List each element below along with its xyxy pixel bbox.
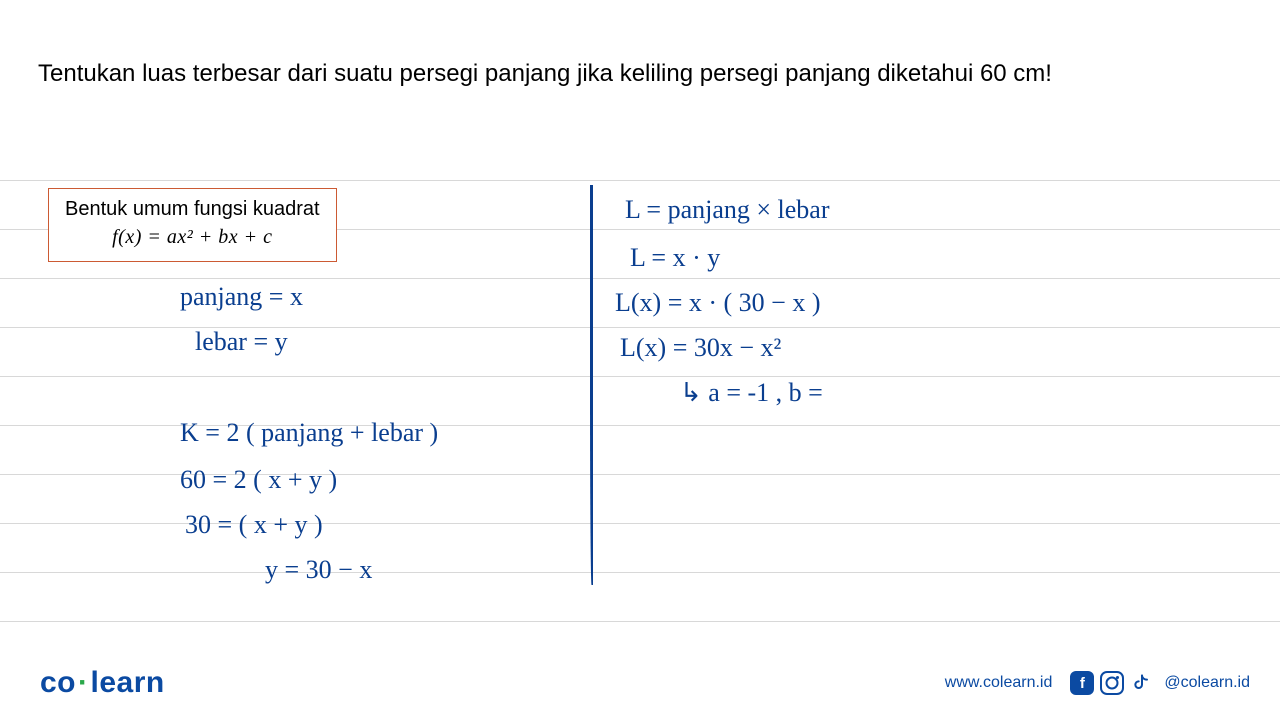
hand-l-line3: L(x) = x · ( 30 − x ) [615,288,821,318]
hand-l-line5: ↳ a = -1 , b = [680,378,823,408]
instagram-icon [1100,671,1124,695]
hand-k-line2: 60 = 2 ( x + y ) [180,465,337,495]
hand-k-line4: y = 30 − x [265,555,372,585]
hand-k-line3: 30 = ( x + y ) [185,510,323,540]
tiktok-icon [1130,671,1154,695]
brand-logo: co·learn [40,666,165,700]
facebook-icon: f [1070,671,1094,695]
footer-right: www.colearn.id f @colearn.id [945,671,1250,695]
formula-box-title: Bentuk umum fungsi kuadrat [65,195,320,223]
logo-learn: learn [91,666,165,699]
footer-url: www.colearn.id [945,674,1053,692]
social-handle: @colearn.id [1164,674,1250,692]
problem-statement: Tentukan luas terbesar dari suatu perseg… [38,58,1240,90]
social-icons: f @colearn.id [1070,671,1250,695]
logo-co: co [40,666,76,699]
logo-dot: · [76,666,91,699]
footer: co·learn www.colearn.id f @colearn.id [40,666,1250,700]
hand-def-panjang: panjang = x [180,282,303,312]
formula-box-equation: f(x) = ax² + bx + c [65,223,320,251]
hand-l-line2: L = x · y [630,243,720,273]
formula-box: Bentuk umum fungsi kuadrat f(x) = ax² + … [48,188,337,262]
hand-k-line1: K = 2 ( panjang + lebar ) [180,418,438,448]
hand-l-line1: L = panjang × lebar [625,195,830,225]
vertical-divider [590,185,593,585]
hand-l-line4: L(x) = 30x − x² [620,333,781,363]
hand-def-lebar: lebar = y [195,327,288,357]
